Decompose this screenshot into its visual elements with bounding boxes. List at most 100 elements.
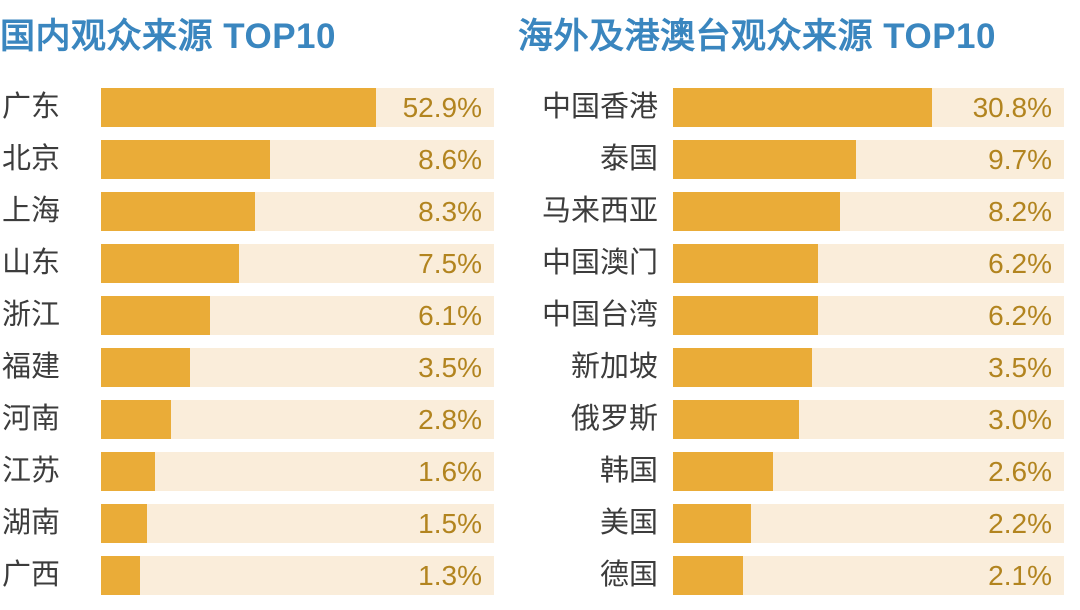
bar-fill [673,348,813,387]
bar-category-label: 山东 [2,247,61,279]
bar-row: 浙江 6.1% [0,296,494,335]
chart-domestic-title: 国内观众来源 TOP10 [0,17,336,56]
bar-track: 9.7% [673,140,1064,179]
bar-value-label: 30.8% [972,92,1052,123]
bar-category-label: 泰国 [599,143,658,175]
bar-track: 3.5% [673,348,1064,387]
bar-track: 30.8% [673,88,1064,127]
bar-value-label: 8.2% [988,196,1052,227]
bar-category-label: 中国澳门 [541,247,658,279]
chart-domestic-rows: 广东 52.9% 北京 8.6% 上海 8.3% 山东 7.5% 浙江 6.1% 福建 3.5% 河南 2… [0,88,494,608]
bar-row: 中国台湾 6.2% [518,296,1064,335]
bar-fill [101,244,240,283]
bar-track: 52.9% [101,88,494,127]
bar-category-label: 中国台湾 [541,299,658,331]
bar-track: 6.2% [673,296,1064,335]
bar-category-label: 韩国 [599,455,658,487]
bar-track: 1.3% [101,556,494,595]
bar-fill [673,504,751,543]
chart-overseas-title: 海外及港澳台观众来源 TOP10 [518,17,996,56]
bar-category-label: 浙江 [2,299,61,331]
bar-track: 7.5% [101,244,494,283]
bar-row: 山东 7.5% [0,244,494,283]
bar-category-label: 广东 [2,91,61,123]
bar-fill [673,88,932,127]
bar-track: 1.5% [101,504,494,543]
bar-fill [673,296,819,335]
chart-overseas-top10: 海外及港澳台观众来源 TOP10 中国香港 30.8% 泰国 9.7% 马来西亚 8.2%… [518,0,1064,610]
bar-fill [673,400,799,439]
bar-value-label: 1.5% [418,508,482,539]
bar-value-label: 8.3% [418,196,482,227]
bar-category-label: 江苏 [2,455,61,487]
bar-category-label: 马来西亚 [541,195,658,227]
bar-value-label: 3.5% [988,352,1052,383]
bar-fill [101,192,256,231]
bar-row: 韩国 2.6% [518,452,1064,491]
bar-track: 2.8% [101,400,494,439]
bar-category-label: 湖南 [2,507,61,539]
bar-category-label: 上海 [2,195,61,227]
bar-category-label: 中国香港 [541,91,658,123]
bar-track: 8.6% [101,140,494,179]
bar-fill [101,504,148,543]
bar-value-label: 7.5% [418,248,482,279]
bar-value-label: 8.6% [418,144,482,175]
bar-track: 2.2% [673,504,1064,543]
bar-category-label: 河南 [2,403,61,435]
bar-category-label: 北京 [2,143,61,175]
bar-row: 上海 8.3% [0,192,494,231]
bar-category-label: 美国 [599,507,658,539]
bar-value-label: 3.5% [418,352,482,383]
bar-row: 马来西亚 8.2% [518,192,1064,231]
bar-row: 广东 52.9% [0,88,494,127]
bar-track: 2.6% [673,452,1064,491]
bar-fill [101,140,270,179]
bar-category-label: 新加坡 [570,351,658,383]
bar-value-label: 6.1% [418,300,482,331]
bar-row: 俄罗斯 3.0% [518,400,1064,439]
bar-category-label: 德国 [599,559,658,591]
bar-row: 福建 3.5% [0,348,494,387]
bar-fill [101,400,172,439]
bar-row: 新加坡 3.5% [518,348,1064,387]
bar-value-label: 3.0% [988,404,1052,435]
bar-row: 泰国 9.7% [518,140,1064,179]
bar-row: 美国 2.2% [518,504,1064,543]
bar-track: 3.0% [673,400,1064,439]
bar-fill [101,452,156,491]
bar-track: 1.6% [101,452,494,491]
bar-track: 3.5% [101,348,494,387]
bar-value-label: 1.3% [418,560,482,591]
bar-value-label: 2.6% [988,456,1052,487]
bar-category-label: 福建 [2,351,61,383]
bar-row: 中国香港 30.8% [518,88,1064,127]
bar-value-label: 9.7% [988,144,1052,175]
bar-value-label: 52.9% [402,92,482,123]
bar-fill [673,452,774,491]
bar-track: 8.2% [673,192,1064,231]
bar-track: 6.2% [673,244,1064,283]
bar-row: 湖南 1.5% [0,504,494,543]
bar-value-label: 1.6% [418,456,482,487]
bar-row: 北京 8.6% [0,140,494,179]
bar-value-label: 2.1% [988,560,1052,591]
bar-fill [101,348,190,387]
bar-value-label: 2.8% [418,404,482,435]
bar-category-label: 俄罗斯 [570,403,658,435]
bar-row: 广西 1.3% [0,556,494,595]
bar-fill [673,192,840,231]
bar-row: 江苏 1.6% [0,452,494,491]
bar-category-label: 广西 [2,559,61,591]
bar-fill [101,296,211,335]
bar-track: 2.1% [673,556,1064,595]
bar-fill [673,556,744,595]
bar-fill [101,556,140,595]
bar-fill [101,88,377,127]
chart-domestic-top10: 国内观众来源 TOP10 广东 52.9% 北京 8.6% 上海 8.3% 山东 7.5% 浙江… [0,0,494,610]
bar-track: 8.3% [101,192,494,231]
bar-fill [673,244,819,283]
bar-row: 中国澳门 6.2% [518,244,1064,283]
chart-overseas-rows: 中国香港 30.8% 泰国 9.7% 马来西亚 8.2% 中国澳门 6.2% 中国台湾 6.2% 新… [518,88,1064,608]
bar-row: 河南 2.8% [0,400,494,439]
